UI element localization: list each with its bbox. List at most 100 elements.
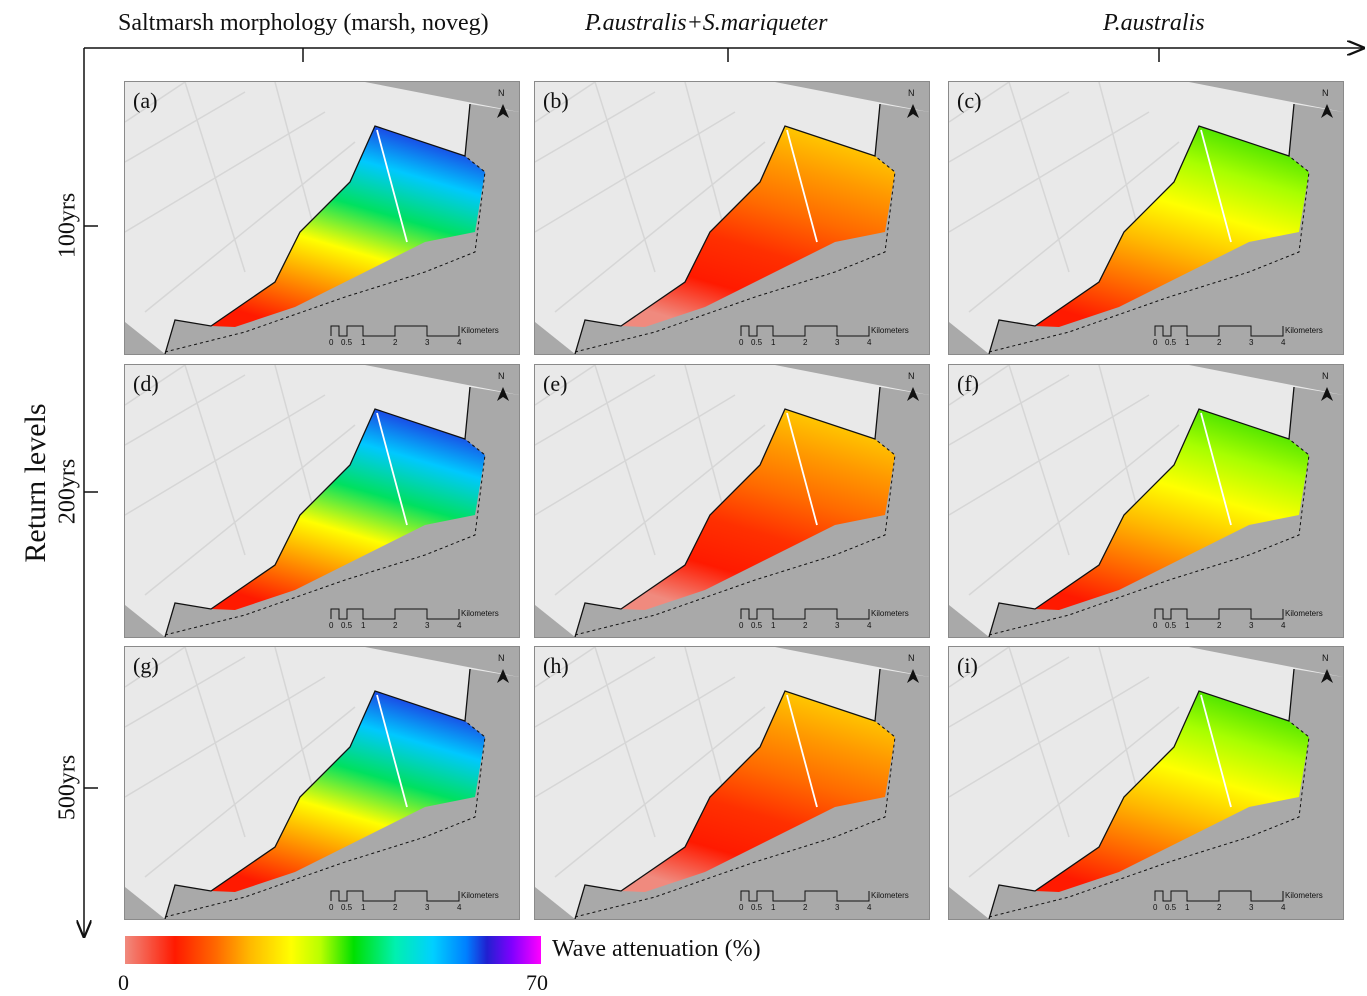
map-panel-f: (f) N 0 0.5 1 2 3 4 Kilometers <box>948 364 1344 638</box>
scalebar: 0 0.5 1 2 3 4 <box>1151 903 1341 915</box>
scalebar: 0 0.5 1 2 3 4 <box>737 621 927 633</box>
scalebar-tick-0: 0 <box>739 338 744 347</box>
north-arrow-label: N <box>908 88 915 98</box>
scalebar-tick-4: 4 <box>457 621 462 630</box>
north-arrow-label: N <box>1322 371 1329 381</box>
colorbar-min-label: 0 <box>118 970 129 995</box>
scalebar-tick-2: 2 <box>1217 621 1222 630</box>
colorbar-title: Wave attenuation (%) <box>552 936 761 962</box>
panel-label: (b) <box>543 88 569 113</box>
panel-label: (e) <box>543 371 568 396</box>
scalebar-tick-3: 3 <box>835 338 840 347</box>
y-axis-label: Return levels <box>19 403 52 563</box>
map-panel-a: (a) N 0 0.5 1 2 3 4 Kilometers <box>124 81 520 355</box>
row-label-500yrs: 500yrs <box>54 754 81 821</box>
scalebar-tick-2: 2 <box>1217 903 1222 912</box>
map-panel-i: (i) N 0 0.5 1 2 3 4 Kilometers <box>948 646 1344 920</box>
panel-label: (a) <box>133 88 158 113</box>
scalebar-unit: Kilometers <box>871 891 909 900</box>
scalebar-tick-4: 4 <box>867 621 872 630</box>
scalebar-tick-0.5: 0.5 <box>1165 903 1177 912</box>
scalebar-tick-0: 0 <box>739 903 744 912</box>
scalebar-tick-2: 2 <box>1217 338 1222 347</box>
scalebar-tick-1: 1 <box>771 338 776 347</box>
map-panel-d: (d) N 0 0.5 1 2 3 4 Kilometers <box>124 364 520 638</box>
scalebar-unit: Kilometers <box>461 891 499 900</box>
scalebar-tick-0: 0 <box>329 903 334 912</box>
scalebar-tick-3: 3 <box>1249 621 1254 630</box>
scalebar: 0 0.5 1 2 3 4 <box>737 903 927 915</box>
scalebar-tick-2: 2 <box>393 621 398 630</box>
panel-label: (d) <box>133 371 159 396</box>
scalebar-tick-1: 1 <box>771 621 776 630</box>
north-arrow-label: N <box>1322 653 1329 663</box>
scalebar-tick-1: 1 <box>1185 903 1190 912</box>
panel-label: (g) <box>133 653 159 678</box>
column-title-2: P.australis+S.mariqueter <box>585 10 828 36</box>
scalebar-tick-3: 3 <box>425 903 430 912</box>
scalebar-tick-3: 3 <box>835 903 840 912</box>
north-arrow-label: N <box>498 653 505 663</box>
scalebar-tick-4: 4 <box>867 903 872 912</box>
scalebar: 0 0.5 1 2 3 4 <box>1151 338 1341 350</box>
scalebar-tick-2: 2 <box>393 903 398 912</box>
map-panel-b: (b) N 0 0.5 1 2 3 4 Kilometers <box>534 81 930 355</box>
scalebar-tick-4: 4 <box>1281 338 1286 347</box>
scalebar-tick-4: 4 <box>1281 621 1286 630</box>
panel-label: (c) <box>957 88 982 113</box>
scalebar-tick-0: 0 <box>1153 621 1158 630</box>
north-arrow-label: N <box>1322 88 1329 98</box>
scalebar-unit: Kilometers <box>461 326 499 335</box>
scalebar-tick-3: 3 <box>425 621 430 630</box>
scalebar-tick-2: 2 <box>803 338 808 347</box>
scalebar: 0 0.5 1 2 3 4 <box>327 338 517 350</box>
scalebar: 0 0.5 1 2 3 4 <box>737 338 927 350</box>
scalebar-tick-1: 1 <box>361 621 366 630</box>
scalebar-unit: Kilometers <box>871 326 909 335</box>
scalebar-tick-0.5: 0.5 <box>751 621 763 630</box>
scalebar-unit: Kilometers <box>871 609 909 618</box>
scalebar-tick-1: 1 <box>361 338 366 347</box>
scalebar-tick-0: 0 <box>1153 338 1158 347</box>
map-panel-c: (c) N 0 0.5 1 2 3 4 Kilometers <box>948 81 1344 355</box>
scalebar-tick-4: 4 <box>867 338 872 347</box>
north-arrow-label: N <box>498 88 505 98</box>
north-arrow-label: N <box>908 653 915 663</box>
scalebar-tick-4: 4 <box>1281 903 1286 912</box>
panel-label: (h) <box>543 653 569 678</box>
panel-label: (i) <box>957 653 978 678</box>
scalebar-tick-4: 4 <box>457 903 462 912</box>
scalebar-tick-1: 1 <box>1185 621 1190 630</box>
scalebar-tick-2: 2 <box>803 621 808 630</box>
scalebar-tick-0.5: 0.5 <box>341 621 353 630</box>
row-label-100yrs: 100yrs <box>54 192 81 259</box>
scalebar-tick-1: 1 <box>1185 338 1190 347</box>
scalebar: 0 0.5 1 2 3 4 <box>1151 621 1341 633</box>
scalebar-unit: Kilometers <box>1285 326 1323 335</box>
scalebar-tick-0.5: 0.5 <box>341 903 353 912</box>
scalebar-tick-0.5: 0.5 <box>341 338 353 347</box>
column-title-3: P.australis <box>1103 10 1205 36</box>
scalebar-unit: Kilometers <box>1285 891 1323 900</box>
scalebar-tick-0.5: 0.5 <box>751 903 763 912</box>
scalebar-tick-1: 1 <box>771 903 776 912</box>
scalebar-tick-0: 0 <box>329 621 334 630</box>
scalebar-unit: Kilometers <box>461 609 499 618</box>
scalebar-unit: Kilometers <box>1285 609 1323 618</box>
scalebar-tick-0.5: 0.5 <box>751 338 763 347</box>
map-panel-e: (e) N 0 0.5 1 2 3 4 Kilometers <box>534 364 930 638</box>
map-panel-g: (g) N 0 0.5 1 2 3 4 Kilometers <box>124 646 520 920</box>
scalebar: 0 0.5 1 2 3 4 <box>327 903 517 915</box>
north-arrow-label: N <box>908 371 915 381</box>
scalebar-tick-2: 2 <box>393 338 398 347</box>
colorbar-max-label: 70 <box>526 970 548 995</box>
scalebar-tick-3: 3 <box>1249 903 1254 912</box>
scalebar: 0 0.5 1 2 3 4 <box>327 621 517 633</box>
scalebar-tick-2: 2 <box>803 903 808 912</box>
scalebar-tick-0: 0 <box>1153 903 1158 912</box>
scalebar-tick-1: 1 <box>361 903 366 912</box>
scalebar-tick-3: 3 <box>835 621 840 630</box>
panel-label: (f) <box>957 371 979 396</box>
row-label-200yrs: 200yrs <box>54 458 81 525</box>
